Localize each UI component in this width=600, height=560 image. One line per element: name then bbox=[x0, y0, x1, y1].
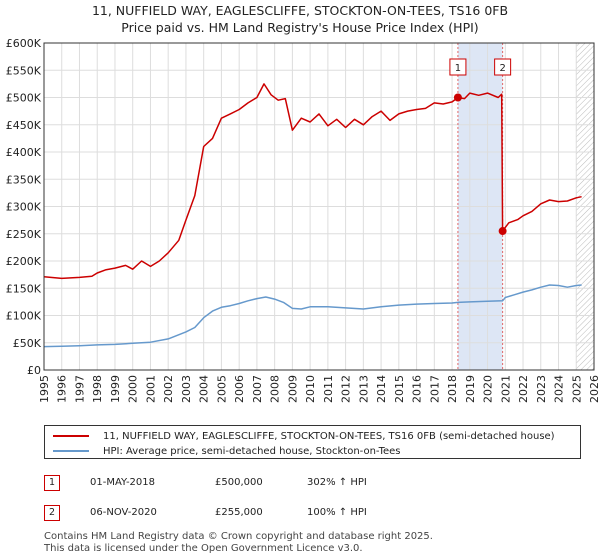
sale-point-marker bbox=[498, 227, 507, 236]
y-tick-label: £200K bbox=[6, 255, 42, 268]
transaction-price: £500,000 bbox=[215, 477, 263, 488]
transaction-hpi-change: 302% ↑ HPI bbox=[307, 477, 367, 488]
x-tick-label: 2017 bbox=[428, 375, 441, 403]
x-tick-label: 2020 bbox=[482, 375, 495, 403]
legend-swatch-property bbox=[53, 435, 89, 437]
sale-point-marker bbox=[453, 93, 462, 102]
y-tick-label: £50K bbox=[13, 337, 42, 350]
y-tick-label: £600K bbox=[6, 37, 42, 50]
marker-label: 1 bbox=[455, 63, 461, 74]
x-tick-label: 2023 bbox=[535, 375, 548, 403]
legend-label-hpi: HPI: Average price, semi-detached house,… bbox=[103, 445, 401, 457]
y-tick-label: £400K bbox=[6, 146, 42, 159]
series-line-hpi bbox=[43, 284, 582, 348]
transaction-date: 06-NOV-2020 bbox=[90, 507, 157, 518]
x-tick-label: 2015 bbox=[393, 375, 406, 403]
x-tick-label: 2007 bbox=[251, 375, 264, 403]
x-tick-label: 2001 bbox=[144, 375, 157, 403]
chart-legend: 11, NUFFIELD WAY, EAGLESCLIFFE, STOCKTON… bbox=[44, 425, 581, 459]
x-tick-label: 2009 bbox=[286, 375, 299, 403]
legend-item-hpi: HPI: Average price, semi-detached house,… bbox=[53, 444, 401, 458]
x-tick-label: 2004 bbox=[198, 375, 211, 403]
x-tick-label: 2010 bbox=[304, 375, 317, 403]
x-tick-label: 2003 bbox=[180, 375, 193, 403]
transaction-date: 01-MAY-2018 bbox=[90, 477, 156, 488]
y-tick-label: £500K bbox=[6, 92, 42, 105]
x-tick-label: 1997 bbox=[73, 375, 86, 403]
x-tick-label: 2025 bbox=[570, 375, 583, 403]
y-tick-label: £300K bbox=[6, 201, 42, 214]
footer-copyright: Contains HM Land Registry data © Crown c… bbox=[44, 531, 433, 542]
x-tick-label: 1999 bbox=[109, 375, 122, 403]
x-tick-label: 2021 bbox=[499, 375, 512, 403]
x-tick-label: 1998 bbox=[91, 375, 104, 403]
marker-label-box bbox=[449, 58, 467, 76]
x-tick-label: 2026 bbox=[588, 375, 600, 403]
y-tick-label: £100K bbox=[6, 310, 42, 323]
x-tick-label: 2024 bbox=[553, 375, 566, 403]
y-tick-label: £150K bbox=[6, 282, 42, 295]
x-tick-label: 2011 bbox=[322, 375, 335, 403]
legend-label-property: 11, NUFFIELD WAY, EAGLESCLIFFE, STOCKTON… bbox=[103, 430, 555, 442]
transaction-badge: 1 bbox=[44, 475, 60, 491]
y-tick-label: £0 bbox=[27, 364, 41, 377]
transaction-badge: 2 bbox=[44, 505, 60, 521]
transaction-price: £255,000 bbox=[215, 507, 263, 518]
marker-label: 2 bbox=[499, 63, 505, 74]
transaction-hpi-change: 100% ↑ HPI bbox=[307, 507, 367, 518]
transaction-row-2: 2 06-NOV-2020 £255,000 100% ↑ HPI bbox=[0, 505, 600, 525]
x-tick-label: 2022 bbox=[517, 375, 530, 403]
x-tick-label: 2012 bbox=[340, 375, 353, 403]
y-tick-label: £250K bbox=[6, 228, 42, 241]
y-tick-label: £350K bbox=[6, 173, 42, 186]
x-tick-label: 2008 bbox=[269, 375, 282, 403]
chart-title: 11, NUFFIELD WAY, EAGLESCLIFFE, STOCKTON… bbox=[91, 3, 509, 18]
plot-frame bbox=[43, 42, 595, 371]
transaction-row-1: 1 01-MAY-2018 £500,000 302% ↑ HPI bbox=[0, 475, 600, 495]
footer-license: This data is licensed under the Open Gov… bbox=[44, 543, 363, 554]
x-tick-label: 2014 bbox=[375, 375, 388, 403]
x-tick-label: 1995 bbox=[38, 375, 51, 403]
x-tick-label: 2002 bbox=[162, 375, 175, 403]
chart-subtitle: Price paid vs. HM Land Registry's House … bbox=[121, 20, 479, 35]
x-tick-label: 2016 bbox=[411, 375, 424, 403]
x-tick-label: 1996 bbox=[56, 375, 69, 403]
series-line-property bbox=[43, 83, 582, 280]
x-tick-label: 2006 bbox=[233, 375, 246, 403]
legend-item-property: 11, NUFFIELD WAY, EAGLESCLIFFE, STOCKTON… bbox=[53, 429, 555, 443]
x-tick-label: 2000 bbox=[127, 375, 140, 403]
legend-swatch-hpi bbox=[53, 450, 89, 452]
y-tick-label: £450K bbox=[6, 119, 42, 132]
marker-label-box bbox=[494, 58, 512, 76]
x-tick-label: 2013 bbox=[357, 375, 370, 403]
y-tick-label: £550K bbox=[6, 64, 42, 77]
x-tick-label: 2019 bbox=[464, 375, 477, 403]
x-tick-label: 2018 bbox=[446, 375, 459, 403]
price-chart: £0 £50K £100K £150K £200K £250K £300K £350K £400… bbox=[6, 37, 600, 403]
x-tick-label: 2005 bbox=[215, 375, 228, 403]
